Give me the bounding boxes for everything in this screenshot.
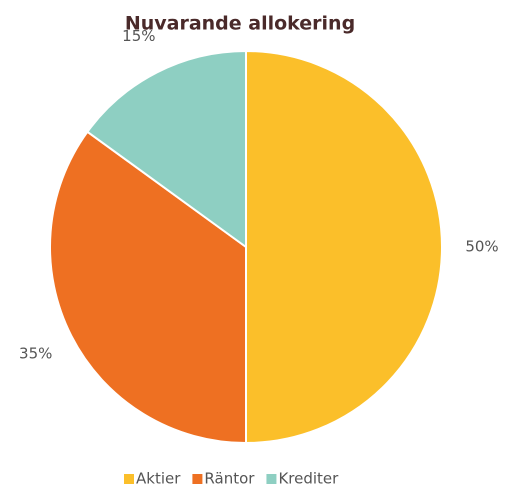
- chart-title: Nuvarande allokering: [125, 13, 355, 35]
- pie-slice: [49, 130, 247, 445]
- pie-slice: [86, 49, 247, 249]
- legend-label: Aktier: [136, 470, 181, 488]
- pie-slice: [245, 49, 443, 445]
- legend-label: Krediter: [278, 470, 339, 488]
- legend-swatch: [124, 474, 134, 484]
- data-label: 35%: [19, 345, 52, 363]
- legend-swatch: [266, 474, 277, 484]
- data-label: 15%: [122, 27, 155, 45]
- legend-swatch: [192, 474, 203, 484]
- data-label: 50%: [465, 238, 498, 256]
- legend-label: Räntor: [204, 470, 255, 488]
